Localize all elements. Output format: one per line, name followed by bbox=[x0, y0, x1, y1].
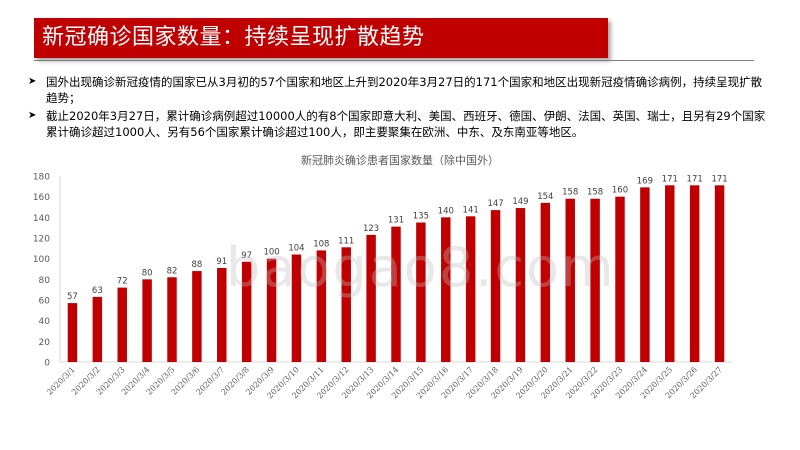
data-label: 158 bbox=[562, 188, 578, 198]
bar bbox=[67, 303, 78, 362]
bullet-item-1: ➤ 国外出现确诊新冠疫情的国家已从3月初的57个国家和地区上升到2020年3月2… bbox=[28, 74, 768, 106]
bar bbox=[366, 234, 376, 362]
y-tick-label: 20 bbox=[39, 338, 51, 348]
bar bbox=[565, 198, 575, 362]
arrow-bullet-icon: ➤ bbox=[28, 76, 37, 87]
data-label: 111 bbox=[338, 236, 354, 246]
bullet-item-2: ➤ 截止2020年3月27日，累计确诊病例超过10000人的有8个国家即意大利、… bbox=[28, 108, 768, 140]
bar bbox=[192, 271, 202, 362]
data-label: 80 bbox=[142, 268, 153, 278]
y-tick-label: 60 bbox=[39, 297, 51, 307]
watermark: baogao8.com bbox=[226, 236, 616, 299]
bar bbox=[117, 287, 127, 362]
bar bbox=[142, 279, 152, 362]
data-label: 123 bbox=[363, 224, 379, 234]
y-tick-label: 100 bbox=[33, 255, 50, 265]
y-tick-label: 120 bbox=[33, 235, 50, 245]
bar bbox=[689, 185, 700, 362]
data-label: 88 bbox=[191, 260, 202, 270]
title-bar: 新冠确诊国家数量：持续呈现扩散趋势 bbox=[34, 18, 608, 58]
data-label: 147 bbox=[487, 199, 503, 209]
data-label: 131 bbox=[388, 216, 404, 226]
data-label: 149 bbox=[512, 197, 528, 207]
title-divider bbox=[34, 60, 754, 61]
bar bbox=[441, 217, 451, 362]
bar bbox=[465, 216, 476, 362]
y-tick-label: 40 bbox=[39, 317, 51, 327]
bullet-list: ➤ 国外出现确诊新冠疫情的国家已从3月初的57个国家和地区上升到2020年3月2… bbox=[28, 74, 768, 142]
chart-title: 新冠肺炎确诊患者国家数量（除中国外） bbox=[301, 154, 499, 167]
bar bbox=[416, 222, 426, 362]
data-label: 154 bbox=[537, 192, 553, 202]
data-label: 160 bbox=[612, 186, 628, 196]
data-label: 63 bbox=[92, 286, 103, 296]
bar bbox=[291, 254, 302, 362]
bar bbox=[241, 261, 252, 362]
bar bbox=[590, 198, 600, 362]
data-label: 169 bbox=[637, 176, 653, 186]
y-tick-label: 0 bbox=[44, 359, 50, 369]
bullet-text-1: 国外出现确诊新冠疫情的国家已从3月初的57个国家和地区上升到2020年3月27日… bbox=[46, 75, 763, 105]
y-tick-label: 180 bbox=[33, 173, 50, 183]
bar bbox=[665, 185, 675, 362]
y-tick-label: 140 bbox=[33, 214, 50, 224]
data-label: 108 bbox=[313, 239, 329, 249]
data-label: 171 bbox=[662, 174, 678, 184]
bar bbox=[316, 250, 327, 362]
bar bbox=[540, 202, 551, 362]
bar bbox=[92, 296, 103, 362]
bar bbox=[341, 247, 351, 362]
data-label: 100 bbox=[263, 248, 279, 258]
data-label: 104 bbox=[288, 244, 304, 254]
data-label: 82 bbox=[167, 266, 178, 276]
bar bbox=[217, 267, 227, 362]
y-tick-label: 80 bbox=[39, 276, 51, 286]
page-title: 新冠确诊国家数量：持续呈现扩散趋势 bbox=[42, 25, 425, 50]
data-label: 171 bbox=[711, 174, 727, 184]
bar bbox=[515, 208, 526, 362]
bar bbox=[391, 226, 401, 362]
data-label: 57 bbox=[67, 292, 78, 302]
bar bbox=[615, 196, 625, 362]
bar bbox=[490, 210, 501, 362]
data-label: 97 bbox=[241, 251, 252, 261]
y-tick-label: 160 bbox=[33, 193, 50, 203]
bar bbox=[266, 258, 277, 362]
bar bbox=[640, 187, 650, 362]
data-label: 72 bbox=[117, 277, 128, 287]
arrow-bullet-icon: ➤ bbox=[28, 110, 37, 121]
bar bbox=[167, 277, 177, 362]
data-label: 91 bbox=[216, 257, 227, 267]
data-label: 141 bbox=[463, 205, 479, 215]
data-label: 140 bbox=[438, 206, 454, 216]
bullet-text-2: 截止2020年3月27日，累计确诊病例超过10000人的有8个国家即意大利、美国… bbox=[46, 109, 766, 139]
data-label: 158 bbox=[587, 188, 603, 198]
bar bbox=[714, 185, 725, 362]
data-label: 171 bbox=[687, 174, 703, 184]
data-label: 135 bbox=[413, 212, 429, 222]
